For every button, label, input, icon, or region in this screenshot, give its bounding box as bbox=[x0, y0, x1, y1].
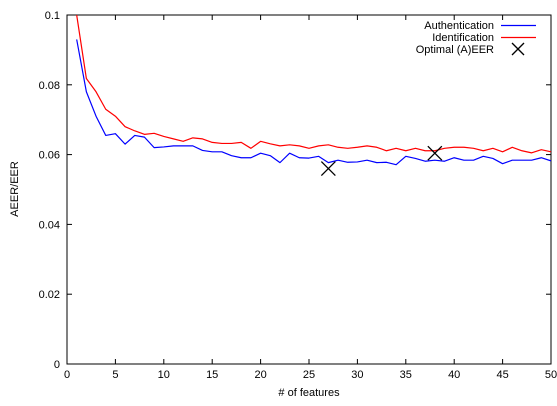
y-axis-label: AEER/EER bbox=[9, 161, 21, 217]
x-tick-label: 20 bbox=[254, 369, 266, 381]
x-tick-label: 30 bbox=[351, 369, 363, 381]
x-tick-label: 45 bbox=[496, 369, 508, 381]
legend-swatch-optimal bbox=[511, 42, 525, 56]
x-tick-label: 5 bbox=[112, 369, 118, 381]
x-axis-label: # of features bbox=[278, 387, 340, 399]
optimal-marker bbox=[427, 145, 443, 161]
y-tick-label: 0.04 bbox=[39, 219, 60, 231]
y-tick-label: 0.1 bbox=[45, 10, 60, 22]
plot-frame bbox=[66, 14, 552, 365]
x-tick-label: 35 bbox=[400, 369, 412, 381]
axis-ticks: 0 5 10 15 20 25 30 35 40 45 50 0 0.02 0.04 0.06 0.08 0.1 bbox=[39, 10, 557, 381]
legend: Authentication Identification Optimal (A… bbox=[416, 20, 536, 56]
legend-label-authentication: Authentication bbox=[424, 20, 494, 32]
marker-stroke bbox=[320, 161, 336, 177]
x-tick-label: 0 bbox=[64, 369, 70, 381]
x-tick-label: 15 bbox=[206, 369, 218, 381]
y-tick-label: 0.08 bbox=[39, 80, 60, 92]
x-tick-label: 50 bbox=[545, 369, 557, 381]
series-line-authentication bbox=[76, 39, 552, 166]
x-tick-label: 25 bbox=[303, 369, 315, 381]
optimal-marker bbox=[320, 161, 336, 177]
y-tick-label: 0 bbox=[54, 359, 60, 371]
series-line-identification bbox=[76, 14, 552, 154]
legend-label-identification: Identification bbox=[432, 32, 494, 44]
marker-stroke bbox=[427, 145, 443, 161]
legend-label-optimal: Optimal (A)EER bbox=[416, 44, 494, 56]
x-tick-label: 40 bbox=[448, 369, 460, 381]
x-tick-label: 10 bbox=[158, 369, 170, 381]
series-lines bbox=[76, 14, 552, 166]
y-tick-label: 0.06 bbox=[39, 150, 60, 162]
y-tick-label: 0.02 bbox=[39, 289, 60, 301]
optimal-markers bbox=[320, 145, 443, 177]
